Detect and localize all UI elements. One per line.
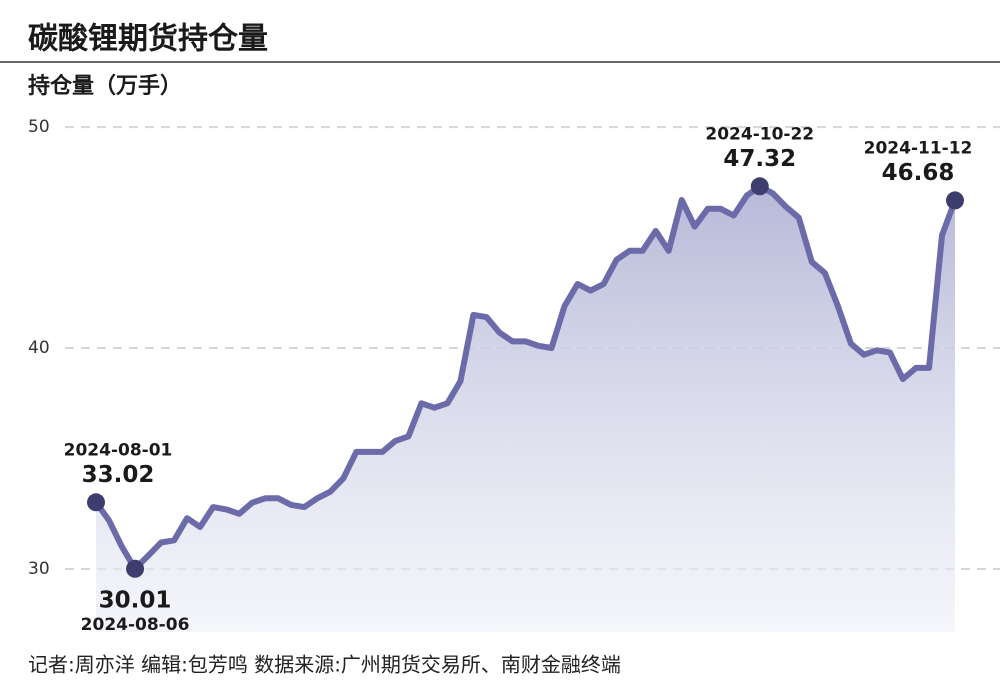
value-label: 33.02 xyxy=(82,462,155,488)
date-label: 2024-08-06 xyxy=(81,615,190,635)
line xyxy=(93,183,958,572)
value-label: 47.32 xyxy=(723,146,796,172)
y-axis-label: 持仓量（万手） xyxy=(28,73,182,99)
date-label: 2024-08-01 xyxy=(64,440,173,460)
chart-title: 碳酸锂期货持仓量 xyxy=(28,22,268,57)
value-label: 30.01 xyxy=(99,587,172,613)
point-marker xyxy=(87,493,105,512)
y-tick-label: 50 xyxy=(28,117,50,137)
point-marker xyxy=(750,177,769,196)
y-tick-label: 40 xyxy=(28,338,50,358)
date-label: 2024-11-12 xyxy=(864,138,973,158)
y-tick-label: 30 xyxy=(28,559,50,579)
footer: 记者:周亦洋 编辑:包芳鸣 数据来源:广州期货交易所、南财金融终端 xyxy=(28,653,621,677)
area xyxy=(96,186,955,633)
date-label: 2024-10-22 xyxy=(705,124,814,144)
value-label: 46.68 xyxy=(882,160,955,186)
point-marker xyxy=(126,559,145,578)
point-marker xyxy=(946,191,964,210)
